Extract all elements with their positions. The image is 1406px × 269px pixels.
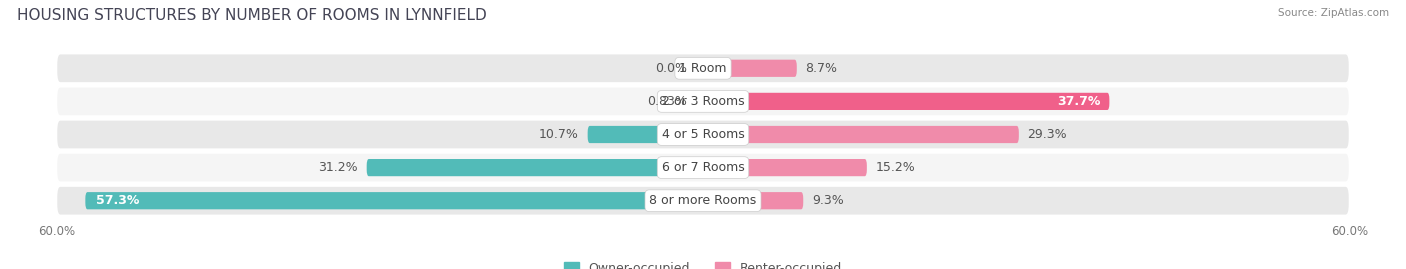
- Text: 2 or 3 Rooms: 2 or 3 Rooms: [662, 95, 744, 108]
- FancyBboxPatch shape: [86, 192, 703, 209]
- Text: 6 or 7 Rooms: 6 or 7 Rooms: [662, 161, 744, 174]
- FancyBboxPatch shape: [703, 60, 797, 77]
- FancyBboxPatch shape: [703, 159, 868, 176]
- FancyBboxPatch shape: [367, 159, 703, 176]
- FancyBboxPatch shape: [56, 186, 1350, 216]
- Text: 1 Room: 1 Room: [679, 62, 727, 75]
- FancyBboxPatch shape: [56, 120, 1350, 149]
- Text: 37.7%: 37.7%: [1057, 95, 1101, 108]
- Text: 8 or more Rooms: 8 or more Rooms: [650, 194, 756, 207]
- FancyBboxPatch shape: [56, 53, 1350, 83]
- FancyBboxPatch shape: [703, 93, 1109, 110]
- Text: 10.7%: 10.7%: [538, 128, 579, 141]
- FancyBboxPatch shape: [56, 87, 1350, 116]
- Text: 0.0%: 0.0%: [655, 62, 688, 75]
- Text: 31.2%: 31.2%: [318, 161, 359, 174]
- FancyBboxPatch shape: [695, 93, 703, 110]
- FancyBboxPatch shape: [703, 192, 803, 209]
- Text: HOUSING STRUCTURES BY NUMBER OF ROOMS IN LYNNFIELD: HOUSING STRUCTURES BY NUMBER OF ROOMS IN…: [17, 8, 486, 23]
- FancyBboxPatch shape: [588, 126, 703, 143]
- FancyBboxPatch shape: [703, 126, 1019, 143]
- Text: 15.2%: 15.2%: [876, 161, 915, 174]
- FancyBboxPatch shape: [56, 153, 1350, 182]
- Text: 29.3%: 29.3%: [1028, 128, 1067, 141]
- Legend: Owner-occupied, Renter-occupied: Owner-occupied, Renter-occupied: [558, 257, 848, 269]
- Text: 4 or 5 Rooms: 4 or 5 Rooms: [662, 128, 744, 141]
- Text: 57.3%: 57.3%: [96, 194, 139, 207]
- Text: 0.83%: 0.83%: [647, 95, 688, 108]
- Text: 9.3%: 9.3%: [811, 194, 844, 207]
- Text: 8.7%: 8.7%: [806, 62, 838, 75]
- Text: Source: ZipAtlas.com: Source: ZipAtlas.com: [1278, 8, 1389, 18]
